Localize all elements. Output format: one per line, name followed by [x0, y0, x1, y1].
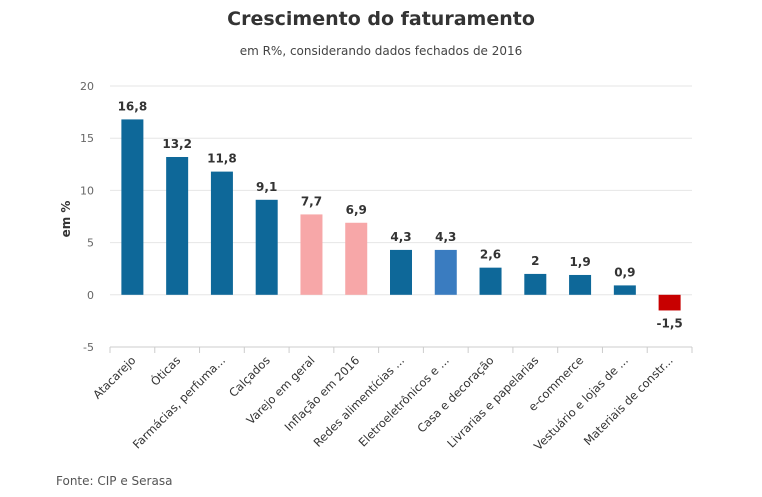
bar: [210, 171, 233, 295]
bar: [434, 249, 457, 295]
bar: [524, 273, 547, 295]
data-label: 13,2: [162, 137, 192, 151]
bar: [613, 285, 636, 295]
bar: [300, 214, 323, 295]
data-label: 4,3: [390, 230, 411, 244]
data-label: 4,3: [435, 230, 456, 244]
x-tick-label: Inflação em 2016: [282, 353, 363, 434]
data-label: 11,8: [207, 152, 237, 166]
bar: [255, 199, 278, 295]
data-label: 9,1: [256, 180, 277, 194]
x-tick-label: Farmácias, perfuma...: [130, 353, 228, 451]
x-tick-label: Casa e decoração: [414, 353, 496, 435]
y-tick-label: 20: [80, 80, 94, 93]
bar: [390, 249, 412, 295]
x-tick-label: Materiais de constr...: [581, 353, 676, 448]
grid-lines: [110, 85, 692, 348]
y-tick-label: 0: [87, 289, 94, 302]
bar: [479, 267, 502, 295]
y-tick-label: -5: [83, 341, 94, 354]
y-axis-ticks: -5 0 5 10 15 20: [80, 80, 94, 354]
data-label: 7,7: [301, 194, 322, 208]
data-label: 6,9: [346, 203, 367, 217]
data-label: 1,9: [569, 255, 590, 269]
data-label: 16,8: [118, 99, 148, 113]
chart-title: Crescimento do faturamento: [227, 8, 535, 30]
bar: [569, 274, 592, 295]
bar: [658, 294, 681, 311]
source-note: Fonte: CIP e Serasa: [56, 474, 173, 488]
data-label: 2,6: [480, 248, 501, 262]
y-tick-label: 5: [87, 237, 94, 250]
data-label: -1,5: [656, 316, 682, 330]
bar: [121, 119, 144, 295]
data-label: 2: [531, 254, 539, 268]
bars: [121, 119, 681, 311]
y-tick-label: 15: [80, 132, 94, 145]
data-labels: 16,8 13,2 11,8 9,1 7,7 6,9 4,3 4,3 2,6 2 1,9 0,9 -1,…: [118, 99, 683, 330]
bar: [166, 156, 189, 295]
y-tick-label: 10: [80, 184, 94, 197]
x-tick-label: Calçados: [226, 353, 273, 400]
data-label: 0,9: [614, 265, 635, 279]
bar: [345, 222, 368, 295]
x-tick-label: Óticas: [147, 353, 183, 389]
y-axis-label: em %: [59, 201, 73, 238]
chart-subtitle: em R%, considerando dados fechados de 20…: [239, 44, 523, 58]
x-tick-label: Atacarejo: [90, 353, 138, 401]
